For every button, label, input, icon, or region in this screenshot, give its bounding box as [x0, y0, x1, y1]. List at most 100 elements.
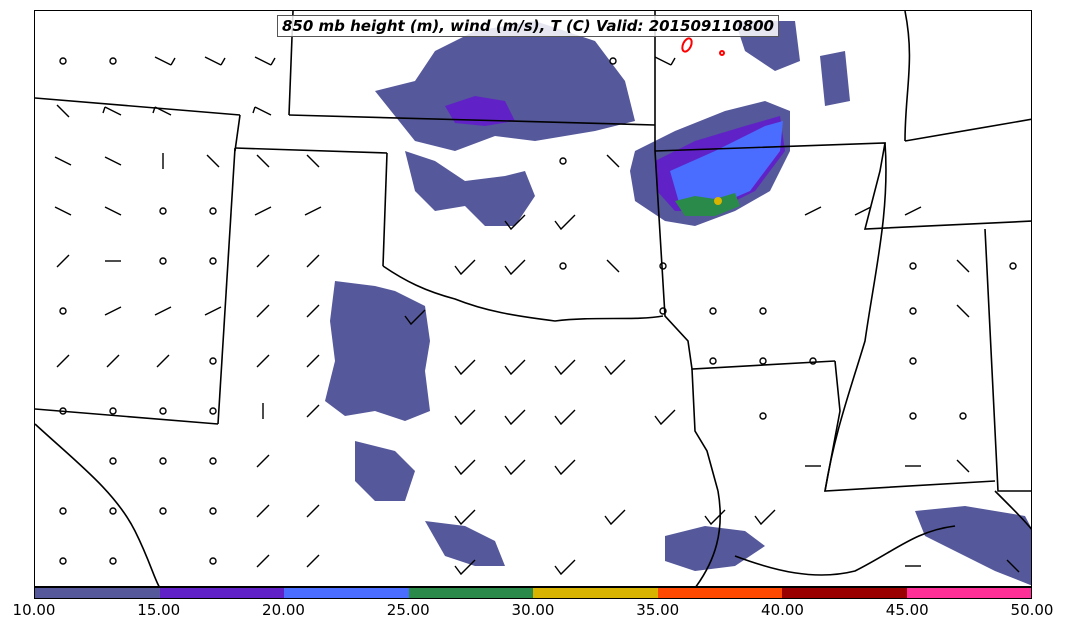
colorbar-tick-label: 40.00 [761, 601, 804, 619]
wind-barb [106, 354, 120, 368]
wind-barb [654, 409, 676, 426]
precipitation-shading [325, 21, 1031, 586]
wind-barb [659, 307, 667, 315]
precip-area-kansas-core [445, 96, 515, 126]
wind-barb [56, 254, 70, 268]
wind-barb [604, 509, 626, 526]
colorbar-tick-label: 30.00 [511, 601, 555, 619]
wind-barb [209, 207, 217, 215]
wind-barb [256, 454, 270, 468]
map-panel [34, 10, 1032, 587]
wind-barb [159, 507, 167, 515]
wind-barb [956, 304, 970, 318]
wind-barb [759, 307, 767, 315]
wind-barb [256, 304, 270, 318]
wind-barb [109, 557, 117, 565]
wind-barb [109, 507, 117, 515]
wind-barb [604, 359, 626, 376]
wind-barb [159, 407, 167, 415]
colorbar-tick-label: 10.00 [12, 601, 56, 619]
precip-area-arkansas-green [675, 193, 740, 216]
colorbar-ticks: 10.00 15.00 20.00 25.00 30.00 35.00 40.00 45.00… [0, 601, 1065, 626]
wind-barb [754, 509, 776, 526]
boundary-line [824, 360, 996, 492]
wind-barb [104, 306, 122, 316]
wind-barb [659, 262, 667, 270]
colorbar-segment [408, 588, 533, 598]
wind-barb [709, 357, 717, 365]
wind-barb [252, 106, 272, 116]
wind-barb [154, 306, 172, 316]
wind-barb [156, 354, 170, 368]
precip-area-texas-west [325, 281, 430, 421]
wind-barb [606, 259, 620, 273]
colorbar-segment [159, 588, 284, 598]
wind-barb [759, 357, 767, 365]
precip-area-texas-south [425, 521, 505, 566]
wind-barb [454, 459, 476, 476]
wind-barb [504, 359, 526, 376]
wind-barb [909, 262, 917, 270]
colorbar-segment [284, 588, 409, 598]
wind-barb [254, 206, 272, 216]
wind-barb [159, 257, 167, 265]
boundary-line [217, 147, 236, 425]
wind-barb [454, 509, 476, 526]
wind-barb [504, 259, 526, 276]
wind-barb [904, 206, 922, 216]
wind-barb [909, 412, 917, 420]
wind-barb [504, 409, 526, 426]
boundary-line [35, 408, 219, 425]
wind-barb [1009, 262, 1017, 270]
boundary-line [382, 152, 388, 267]
boundary-line [654, 142, 1031, 230]
wind-barb [606, 154, 620, 168]
wind-barb [109, 407, 117, 415]
wind-barb [59, 407, 67, 415]
wind-barb [104, 206, 122, 216]
wind-barb [209, 457, 217, 465]
wind-barb [54, 156, 72, 166]
wind-barb [102, 106, 122, 116]
wind-barb [609, 57, 617, 65]
colorbar [34, 587, 1032, 599]
precip-area-arkansas-mcs-core [670, 121, 783, 206]
colorbar-tick-label: 15.00 [137, 601, 181, 619]
wind-barb [956, 259, 970, 273]
wind-barb [804, 206, 822, 216]
wind-barb [454, 359, 476, 376]
wind-barb [959, 412, 967, 420]
wind-barb [204, 56, 226, 66]
wind-barb [454, 559, 476, 576]
wind-barb [159, 207, 167, 215]
wind-barb [454, 259, 476, 276]
wind-barb [704, 509, 726, 526]
wind-barb [956, 459, 970, 473]
wind-barb [306, 254, 320, 268]
state-boundaries [35, 11, 1031, 586]
precip-cell-yellow [714, 197, 722, 205]
coastline [35, 423, 160, 586]
coastline [994, 490, 1031, 530]
boundary-line [234, 114, 241, 152]
precip-area-missouri-east [820, 51, 850, 106]
wind-barb [209, 357, 217, 365]
map-canvas [35, 11, 1031, 586]
colorbar-segment [906, 588, 1031, 598]
map-title: 850 mb height (m), wind (m/s), T (C) Val… [277, 15, 779, 37]
coastline [734, 525, 956, 576]
colorbar-segment [657, 588, 782, 598]
wind-barb [404, 309, 426, 326]
wind-barb [154, 56, 176, 66]
colorbar-tick-label: 45.00 [885, 601, 929, 619]
wind-barb [59, 507, 67, 515]
wind-barb [256, 354, 270, 368]
wind-barb [559, 157, 567, 165]
wind-barb [209, 557, 217, 565]
wind-barb [59, 57, 67, 65]
wind-barb [152, 106, 172, 116]
wind-barb [254, 56, 276, 66]
boundary-line [904, 11, 911, 142]
wind-barb [809, 357, 817, 365]
wind-barb [504, 214, 526, 231]
